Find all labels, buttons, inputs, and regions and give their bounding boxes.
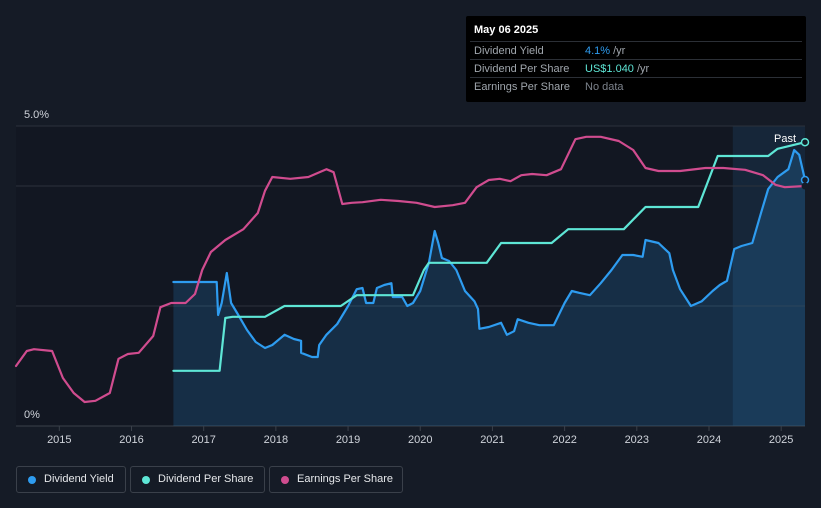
x-tick-label: 2024 — [697, 434, 721, 446]
tooltip-value-number: US$1.040 — [585, 63, 634, 75]
x-tick-label: 2018 — [264, 434, 288, 446]
tooltip-row-dividend-yield: Dividend Yield 4.1%/yr — [470, 41, 802, 60]
past-label: Past — [774, 133, 796, 145]
tooltip-row-value: US$1.040/yr — [585, 63, 649, 75]
series-area-dividend-yield — [173, 150, 805, 426]
series-end-marker — [800, 175, 810, 185]
tooltip-row-dividend-per-share: Dividend Per Share US$1.040/yr — [470, 59, 802, 78]
tooltip-row-earnings-per-share: Earnings Per Share No data — [470, 77, 802, 96]
past-region-shade — [732, 126, 805, 426]
x-tick-label: 2020 — [408, 434, 432, 446]
legend-dot-icon — [281, 476, 289, 484]
series-end-marker — [801, 182, 809, 190]
tooltip-value-number: No data — [585, 81, 624, 93]
x-tick-label: 2025 — [769, 434, 793, 446]
series-end-marker — [800, 137, 810, 147]
legend-item-earnings-per-share[interactable]: Earnings Per Share — [269, 466, 403, 493]
x-tick-label: 2016 — [119, 434, 143, 446]
legend-label: Dividend Yield — [44, 473, 114, 485]
tooltip-row-label: Dividend Per Share — [474, 63, 570, 75]
legend-label: Earnings Per Share — [297, 473, 393, 485]
series-line-dividend-per-share — [172, 141, 807, 372]
end-markers — [800, 137, 810, 190]
tooltip-value-unit: /yr — [613, 45, 626, 57]
grid-lines — [16, 125, 805, 427]
x-tick-label: 2022 — [552, 434, 576, 446]
tooltip-value-unit: /yr — [636, 63, 650, 75]
tooltip-value-number: 4.1% — [585, 45, 611, 57]
x-tick-label: 2017 — [191, 434, 215, 446]
x-axis-ticks: 2015 2016 2017 2018 2019 2020 2021 2022 2023 2024… — [47, 426, 793, 446]
y-tick-label-bottom: 0% — [24, 409, 40, 421]
series-line-earnings-per-share — [14, 135, 807, 404]
series-area-fill — [173, 150, 805, 426]
tooltip-date: May 06 2025 — [474, 24, 539, 36]
legend-dot-icon — [28, 476, 36, 484]
x-tick-label: 2021 — [480, 434, 504, 446]
legend-dot-icon — [142, 476, 150, 484]
tooltip-row-value: 4.1%/yr — [585, 45, 625, 57]
legend-item-dividend-yield[interactable]: Dividend Yield — [16, 466, 126, 493]
tooltip-row-label: Dividend Yield — [474, 45, 544, 57]
tooltip-row-value: No data — [585, 81, 627, 93]
y-tick-label-top: 5.0% — [24, 109, 49, 121]
x-tick-label: 2023 — [625, 434, 649, 446]
series-lines — [14, 135, 807, 404]
legend-label: Dividend Per Share — [158, 473, 254, 485]
tooltip-row-label: Earnings Per Share — [474, 81, 570, 93]
tooltip-panel: May 06 2025 Dividend Yield 4.1%/yr Divid… — [466, 16, 806, 102]
x-tick-label: 2019 — [336, 434, 360, 446]
legend-item-dividend-per-share[interactable]: Dividend Per Share — [130, 466, 265, 493]
series-line-dividend-yield — [172, 148, 807, 359]
x-tick-label: 2015 — [47, 434, 71, 446]
plot-background — [16, 126, 805, 426]
